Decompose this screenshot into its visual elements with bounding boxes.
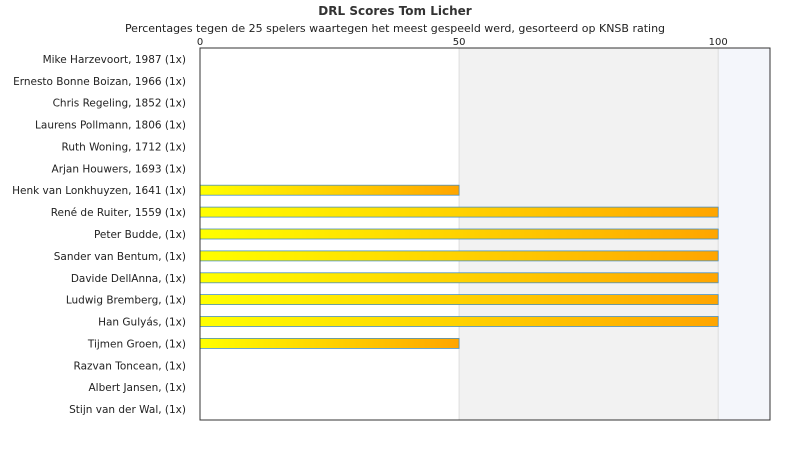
category-label: Arjan Houwers, 1693 (1x) <box>52 163 186 175</box>
category-label: Mike Harzevoort, 1987 (1x) <box>43 54 186 66</box>
category-label: Sander van Bentum, (1x) <box>54 251 186 263</box>
bar <box>199 272 719 284</box>
x-tick-labels: 0 50 100 <box>197 37 728 48</box>
x-tick-label: 50 <box>453 37 466 48</box>
category-label: Tijmen Groen, (1x) <box>87 338 186 350</box>
category-labels: Mike Harzevoort, 1987 (1x) Ernesto Bonne … <box>12 54 186 416</box>
band-100-plus <box>718 48 770 420</box>
plot-border <box>199 47 771 421</box>
plot-frame <box>199 47 771 421</box>
bar <box>199 228 719 240</box>
bars <box>199 184 719 349</box>
bar <box>199 184 460 196</box>
category-label: Ernesto Bonne Boizan, 1966 (1x) <box>13 76 186 88</box>
category-label: Han Gulyás, (1x) <box>98 317 186 329</box>
category-label: Chris Regeling, 1852 (1x) <box>53 98 186 110</box>
chart-title: DRL Scores Tom Licher <box>318 4 472 18</box>
x-tick-label: 0 <box>197 37 203 48</box>
category-label: Razvan Toncean, (1x) <box>74 360 186 372</box>
bar <box>199 206 719 218</box>
bar <box>199 250 719 262</box>
category-label: Ruth Woning, 1712 (1x) <box>62 142 187 154</box>
category-label: Laurens Pollmann, 1806 (1x) <box>35 120 186 132</box>
category-label: Davide DellAnna, (1x) <box>71 273 186 285</box>
bar <box>199 316 719 327</box>
bar <box>199 337 460 349</box>
category-label: Stijn van der Wal, (1x) <box>69 404 186 416</box>
category-label: Henk van Lonkhuyzen, 1641 (1x) <box>12 185 186 197</box>
category-label: Ludwig Bremberg, (1x) <box>66 295 186 307</box>
chart-subtitle: Percentages tegen de 25 spelers waartege… <box>124 22 666 35</box>
category-label: Albert Jansen, (1x) <box>88 382 186 394</box>
bar <box>199 294 719 306</box>
category-label: Peter Budde, (1x) <box>94 229 186 241</box>
category-label: René de Ruiter, 1559 (1x) <box>51 207 186 219</box>
x-tick-label: 100 <box>709 37 728 48</box>
